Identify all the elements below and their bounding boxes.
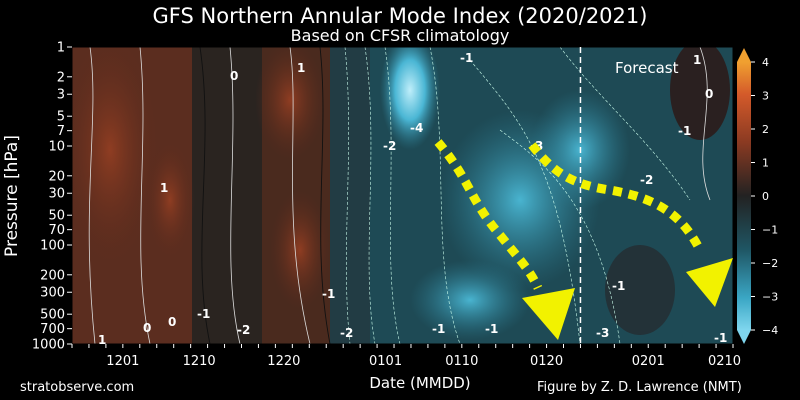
x-tick-label: 0120 [530,354,563,369]
contour-label: -1 [485,322,498,336]
y-tick-label: 1000 [32,338,65,353]
colorbar-bottom-cap [737,330,751,344]
site-credit: stratobserve.com [20,380,134,395]
colorbar-tick-label: 3 [762,90,769,103]
y-tick-label: 300 [40,286,65,301]
colorbar-tick-label: −2 [762,257,778,270]
contour-label: -1 [678,124,691,138]
y-tick-label: 200 [40,268,65,283]
contour-label: 0 [143,321,151,335]
y-tick-label: 700 [40,322,65,337]
y-tick-label: 100 [40,239,65,254]
x-tick-label: 0201 [632,354,665,369]
contour-label: 1 [98,333,106,347]
contour-label: -1 [612,279,625,293]
y-tick-label: 10 [48,140,65,155]
y-tick-label: 5 [57,110,65,125]
contour-label: -1 [432,322,445,336]
colorbar-tick-label: 0 [762,190,769,203]
contour-label: -1 [460,51,473,65]
x-tick-label: 1201 [106,354,139,369]
contour-label: -4 [410,121,423,135]
y-tick-label: 500 [40,308,65,323]
colorbar-tick-label: −4 [762,324,778,337]
contour-label: -2 [383,139,396,153]
y-tick-label: 20 [48,169,65,184]
contour-label: 1 [297,61,305,75]
y-tick-label: 50 [48,209,65,224]
contour-label: 1 [160,181,168,195]
x-tick-label: 0210 [708,354,741,369]
contour-label: -3 [596,326,609,340]
y-tick-label: 1 [57,41,65,56]
contour-label: 1 [693,53,701,67]
y-axis-label: Pressure [hPa] [2,135,22,257]
contour-label: -2 [237,323,250,337]
x-axis-label: Date (MMDD) [320,374,520,392]
contour-label: -1 [322,287,335,301]
colorbar-tick-label: −1 [762,224,778,237]
y-tick-label: 7 [57,124,65,139]
x-tick-label: 0110 [445,354,478,369]
colorbar-tick-label: 4 [762,56,769,69]
forecast-label: Forecast [615,59,679,77]
colorbar-tick-label: −3 [762,291,778,304]
author-credit: Figure by Z. D. Lawrence (NMT) [537,380,742,395]
contour-label: -2 [640,173,653,187]
y-tick-label: 30 [48,187,65,202]
colorbar-tick-label: 2 [762,123,769,136]
y-tick-label: 2 [57,70,65,85]
y-tick-label: 70 [48,223,65,238]
y-tick-label: 3 [57,88,65,103]
contour-label: 0 [705,87,713,101]
x-tick-label: 1210 [183,354,216,369]
contour-label: -1 [714,331,727,345]
contour-label: -2 [340,326,353,340]
colorbar [737,62,751,330]
colorbar-top-cap [737,48,751,62]
contour-label: 0 [168,315,176,329]
x-tick-label: 0101 [369,354,402,369]
contour-label: 0 [230,69,238,83]
colorbar-tick-label: 1 [762,157,769,170]
contour-label: -1 [197,307,210,321]
x-tick-label: 1220 [267,354,300,369]
